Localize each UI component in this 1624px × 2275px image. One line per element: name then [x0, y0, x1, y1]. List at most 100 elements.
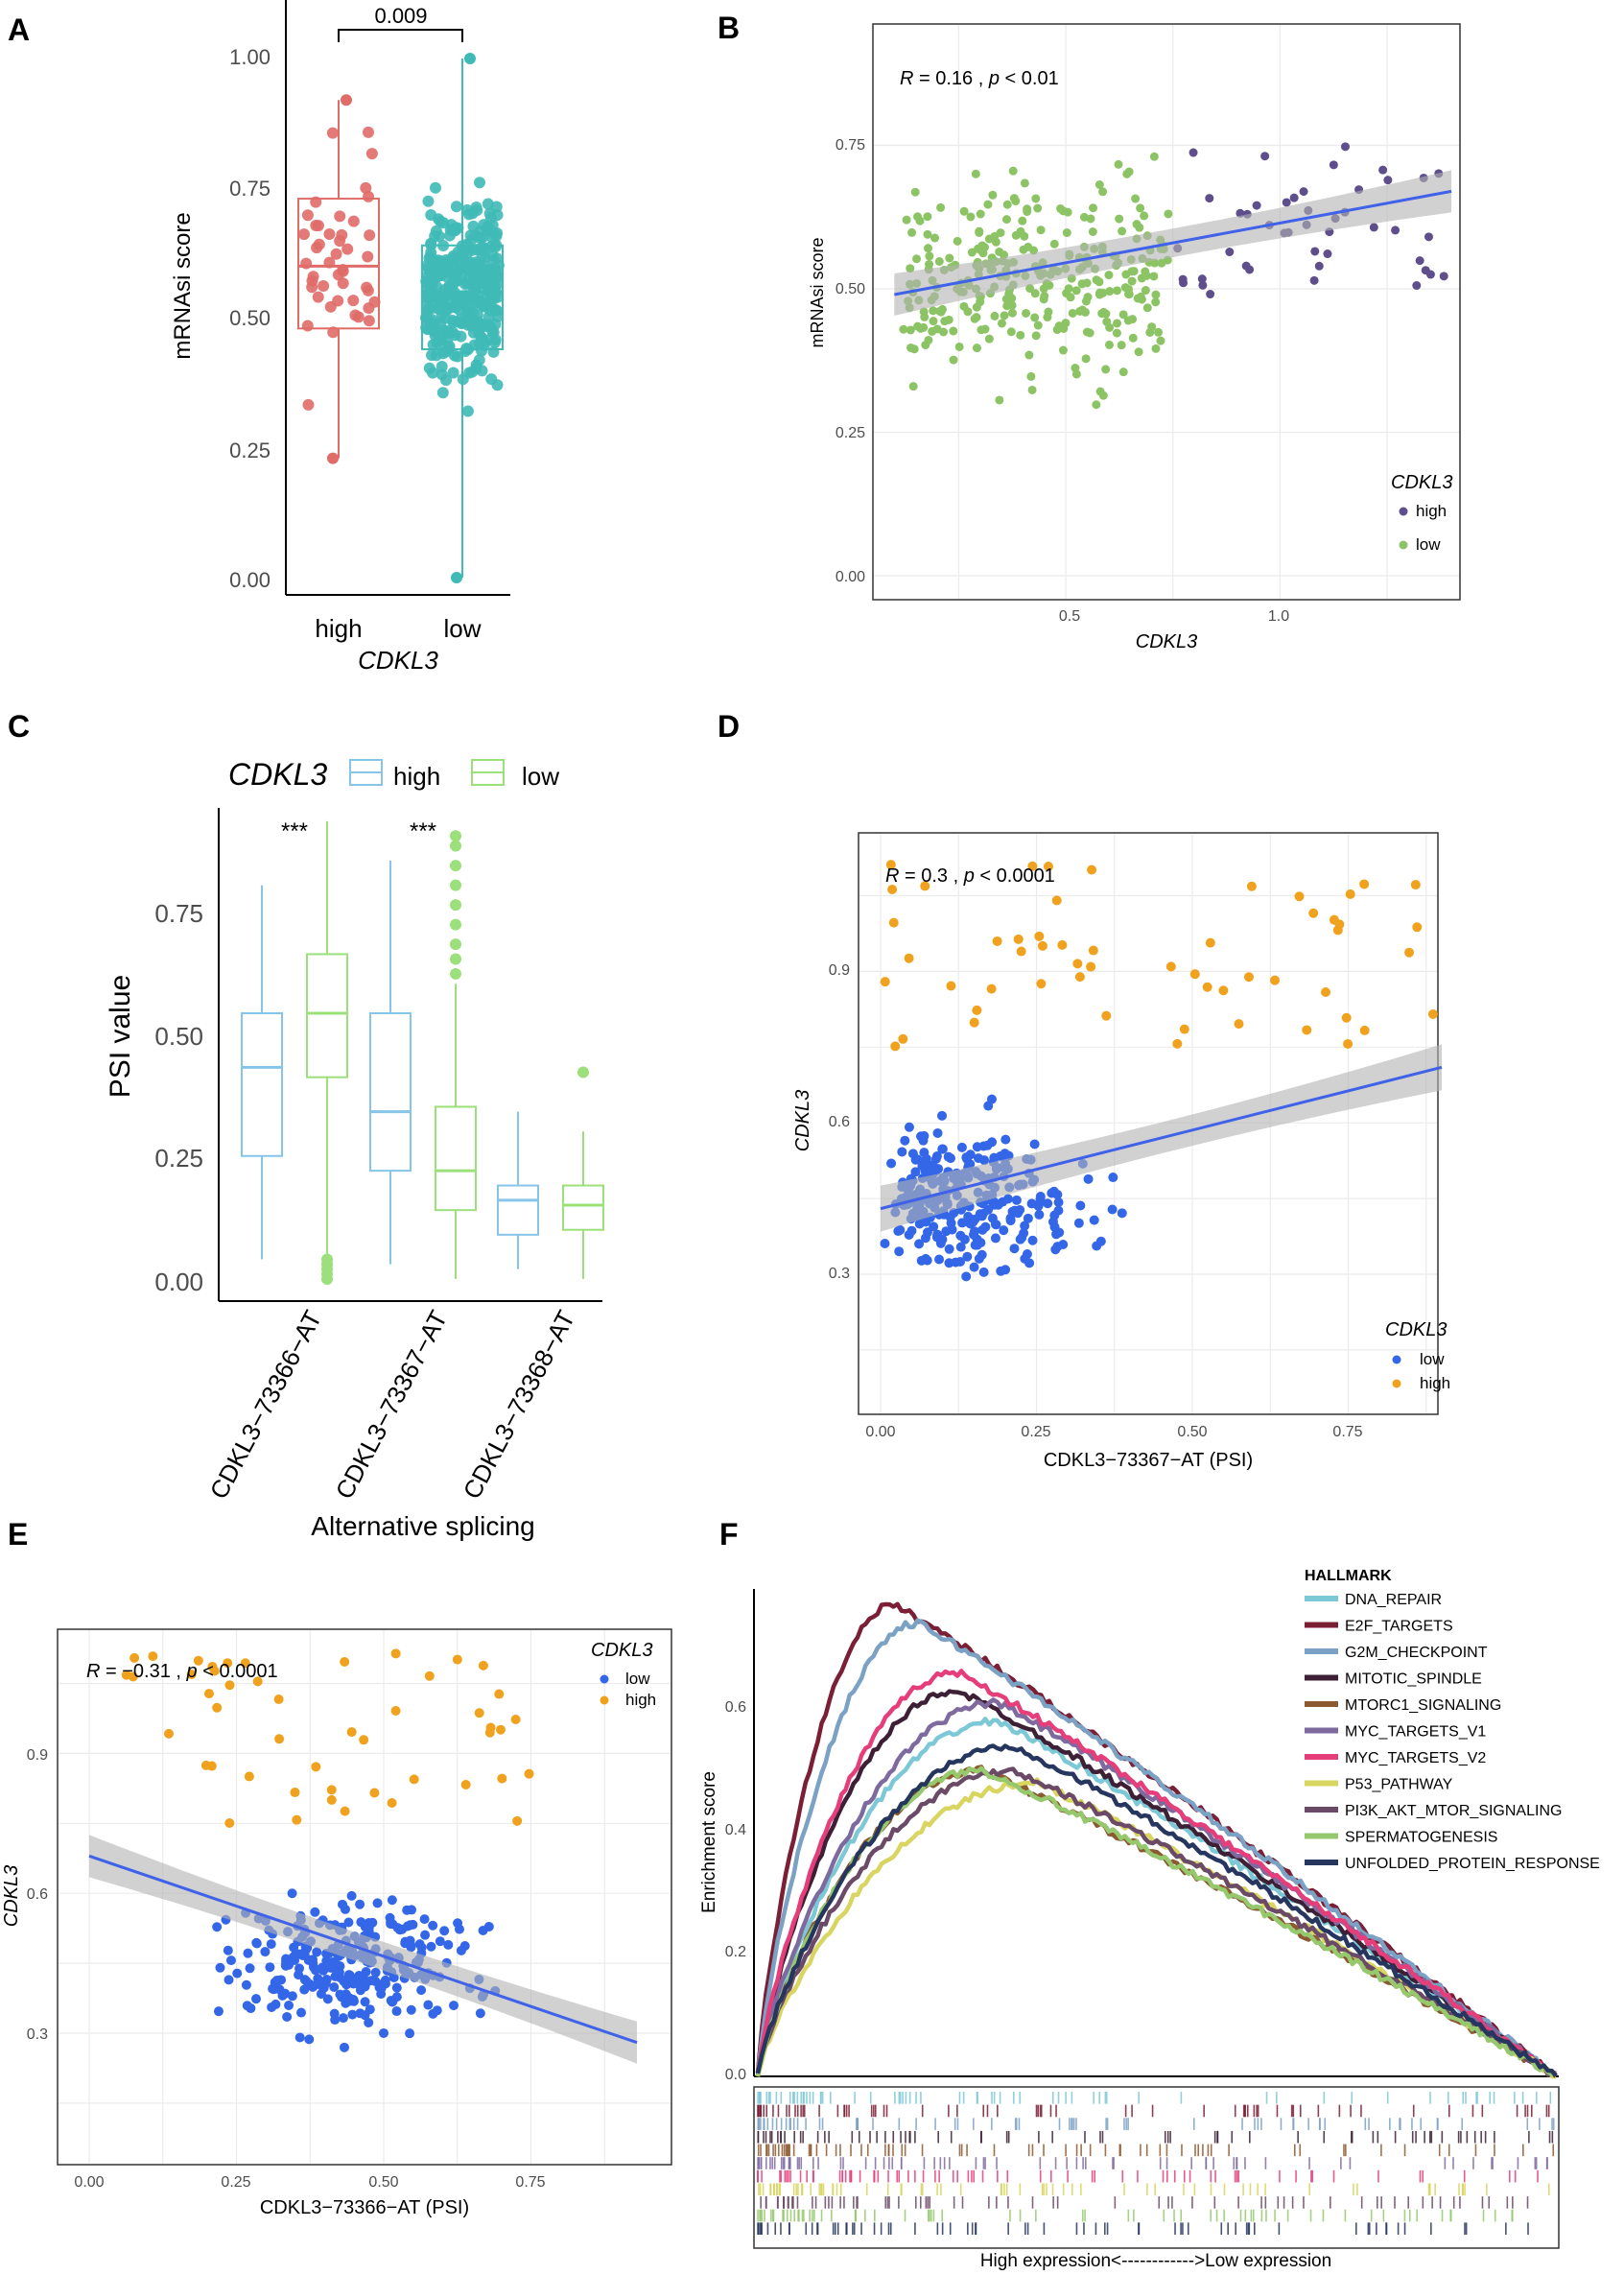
panel-d-frame [858, 832, 1439, 1415]
scatter-point-high [209, 1666, 220, 1676]
scatter-point-low [910, 1167, 921, 1177]
scatter-point-low [1081, 354, 1091, 364]
scatter-point-low [928, 326, 937, 336]
scatter-point-low [223, 1945, 233, 1955]
scatter-point-low [1024, 350, 1034, 360]
jitter-point [431, 292, 443, 304]
scatter-point-high [1424, 232, 1433, 242]
scatter-point-low [360, 1997, 370, 2007]
scatter-point-low [387, 1895, 397, 1906]
panel-c-ytick: 0.75 [154, 899, 203, 928]
panel-d-stat: R = 0.3 , p < 0.0001 [885, 865, 1055, 887]
scatter-point-low [416, 1985, 427, 1996]
jitter-point [488, 280, 501, 293]
scatter-point-low [1101, 365, 1111, 374]
panel-d-legend-high: high [1420, 1374, 1450, 1392]
scatter-point-low [1129, 267, 1139, 276]
panel-d-y-label: CDKL3 [792, 1090, 813, 1151]
legend-entry: SPERMATOGENESIS [1345, 1830, 1497, 1846]
panel-d-plot [859, 834, 1443, 1413]
scatter-point-low [1016, 226, 1025, 236]
gsea-curve [755, 1669, 1558, 2077]
scatter-point-low [959, 301, 969, 311]
panel-a-ytick: 0.50 [229, 306, 271, 330]
scatter-point-low [969, 1226, 979, 1237]
scatter-point-low [921, 341, 930, 350]
scatter-point-high [1383, 176, 1393, 185]
scatter-point-low [934, 1254, 945, 1265]
scatter-point-high [1309, 275, 1319, 285]
scatter-point-low [936, 202, 946, 212]
panel-a-ytick: 0.00 [229, 568, 271, 592]
scatter-point-high [1412, 922, 1423, 933]
scatter-point-high [1189, 148, 1198, 157]
scatter-point-low [941, 1226, 952, 1237]
box-high [297, 198, 380, 330]
jitter-point [482, 222, 495, 234]
scatter-point-low [989, 1152, 1000, 1163]
scatter-point-low [241, 1979, 251, 1990]
panel-d-x-label: CDKL3−73367−AT (PSI) [1044, 1450, 1253, 1471]
panel-d-ytick: 0.9 [829, 962, 850, 979]
scatter-point-high [244, 1771, 254, 1782]
scatter-point-low [1009, 1244, 1020, 1254]
panel-e-legend-low: low [625, 1670, 650, 1688]
scatter-point-low [1089, 1215, 1099, 1225]
scatter-point-low [364, 2017, 374, 2027]
scatter-point-high [1043, 862, 1053, 872]
scatter-point-high [1057, 939, 1068, 950]
scatter-point-low [1112, 328, 1121, 338]
panel-b-xtick: 1.0 [1268, 608, 1289, 625]
scatter-point-low [406, 1942, 416, 1953]
scatter-point-low [973, 244, 982, 253]
box-low [562, 1184, 604, 1231]
scatter-point-low [1156, 336, 1165, 345]
panel-e-stat: R = −0.31 , p < 0.0001 [86, 1661, 278, 1682]
panel-d-label: D [718, 709, 740, 744]
scatter-point-low [378, 2027, 388, 2038]
legend-entry: MTORC1_SIGNALING [1345, 1697, 1501, 1714]
scatter-point-high [1391, 225, 1400, 235]
scatter-point-low [443, 1939, 454, 1950]
scatter-point-low [1053, 1197, 1064, 1207]
panel-b-frame [872, 23, 1461, 601]
scatter-point-low [405, 2028, 415, 2039]
panel-background [874, 25, 1459, 599]
scatter-point-low [983, 1101, 994, 1111]
scatter-point-low [969, 1262, 979, 1272]
scatter-point-low [329, 1981, 340, 1992]
scatter-point-low [287, 1888, 297, 1899]
scatter-point-low [426, 1941, 436, 1952]
jitter-point [326, 127, 339, 139]
scatter-point-low [906, 343, 916, 352]
scatter-point-high [1369, 223, 1378, 232]
jitter-point [466, 207, 479, 220]
scatter-point-low [913, 321, 923, 331]
scatter-point-low [1011, 1195, 1022, 1205]
legend-entry: E2F_TARGETS [1345, 1619, 1453, 1635]
scatter-point-high [887, 884, 898, 894]
panel-b-ytick: 0.00 [836, 569, 865, 585]
scatter-point-low [1058, 345, 1068, 355]
jitter-point [421, 259, 434, 272]
scatter-point-low [976, 1238, 986, 1248]
jitter-point [323, 227, 336, 240]
panel-a-ytick: 0.25 [229, 438, 271, 462]
scatter-point-high [1314, 261, 1324, 271]
scatter-point-high [946, 981, 956, 991]
scatter-point-high [880, 977, 890, 987]
scatter-point-low [349, 1996, 360, 2006]
scatter-point-low [1036, 225, 1046, 235]
scatter-point-low [337, 1899, 347, 1909]
scatter-point-high [409, 1774, 419, 1785]
scatter-point-low [392, 1923, 403, 1933]
panel-c-sig-2: *** [410, 818, 436, 844]
scatter-point-low [224, 1975, 234, 1985]
scatter-point-low [1094, 179, 1104, 189]
panel-a-ytick: 0.75 [229, 177, 271, 201]
scatter-point-low [1018, 216, 1027, 225]
scatter-point-high [898, 1033, 908, 1044]
scatter-point-low [1131, 194, 1141, 203]
scatter-point-low [330, 1971, 341, 1981]
scatter-point-high [986, 983, 997, 994]
